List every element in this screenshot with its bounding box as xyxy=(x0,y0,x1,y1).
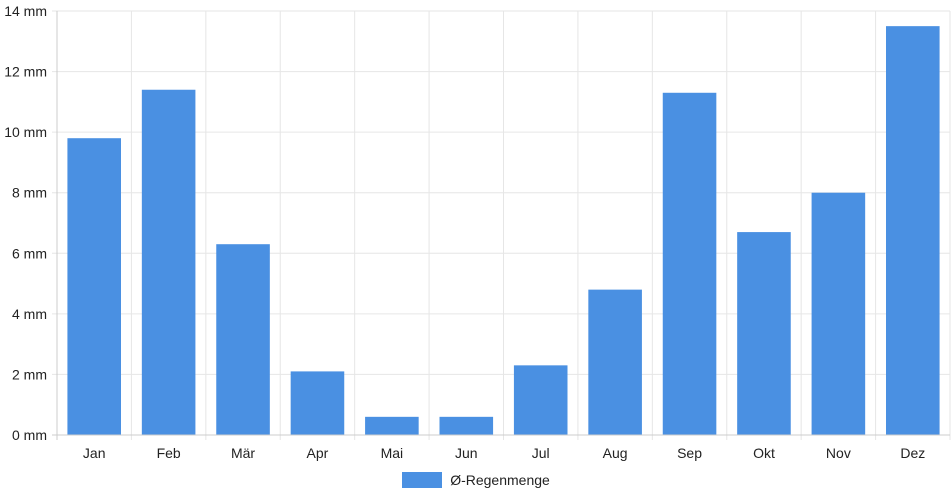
x-tick-label: Jan xyxy=(83,445,106,461)
bar xyxy=(662,92,717,436)
x-tick-label: Jul xyxy=(532,445,550,461)
x-tick-label: Mai xyxy=(381,445,404,461)
bar xyxy=(811,192,866,435)
bar xyxy=(439,416,494,435)
bar xyxy=(290,371,345,435)
y-tick-labels: 0 mm 2 mm 4 mm 6 mm 8 mm 10 mm 12 mm 14 mm xyxy=(4,3,47,443)
grid-layer xyxy=(52,10,951,440)
bar xyxy=(737,232,791,435)
x-tick-label: Feb xyxy=(157,445,181,461)
bar xyxy=(365,416,419,435)
x-tick-label: Dez xyxy=(900,445,925,461)
y-tick-label: 12 mm xyxy=(4,64,47,80)
y-tick-label: 14 mm xyxy=(4,3,47,19)
bar xyxy=(588,289,642,435)
axis-layer xyxy=(56,11,950,436)
bar xyxy=(513,365,568,435)
legend[interactable]: Ø-Regenmenge xyxy=(0,472,952,488)
y-tick-label: 0 mm xyxy=(12,427,47,443)
bar-chart: 0 mm 2 mm 4 mm 6 mm 8 mm 10 mm 12 mm 14 mm Jan F… xyxy=(4,3,951,461)
x-tick-label: Apr xyxy=(307,445,329,461)
bars-layer xyxy=(67,26,940,436)
y-tick-label: 2 mm xyxy=(12,366,47,382)
x-tick-label: Mär xyxy=(231,445,255,461)
bar xyxy=(216,244,270,435)
x-tick-label: Jun xyxy=(455,445,478,461)
y-tick-label: 4 mm xyxy=(12,306,47,322)
x-tick-label: Okt xyxy=(753,445,775,461)
x-tick-label: Sep xyxy=(677,445,702,461)
legend-swatch xyxy=(402,472,443,488)
bar xyxy=(67,138,121,435)
x-tick-label: Nov xyxy=(826,445,851,461)
bar xyxy=(886,26,940,436)
bar xyxy=(141,89,196,435)
y-tick-label: 6 mm xyxy=(12,245,47,261)
y-tick-label: 10 mm xyxy=(4,124,47,140)
legend-label: Ø-Regenmenge xyxy=(450,472,550,488)
y-tick-label: 8 mm xyxy=(12,185,47,201)
x-tick-labels: Jan Feb Mär Apr Mai Jun Jul Aug Sep Okt Nov Dez xyxy=(83,445,925,461)
x-tick-label: Aug xyxy=(603,445,628,461)
